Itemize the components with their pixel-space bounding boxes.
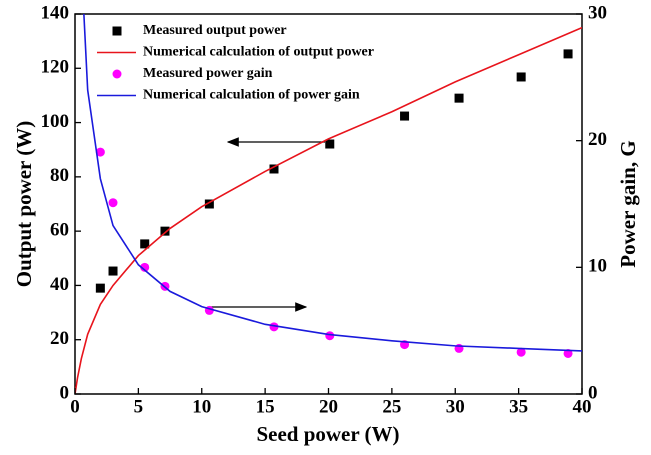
marker-circle: [140, 262, 150, 272]
marker-square: [516, 72, 526, 82]
x-tick-label: 25: [382, 396, 401, 417]
y-tick-label: 140: [41, 2, 70, 23]
marker-circle: [516, 347, 526, 357]
x-tick-label: 20: [319, 396, 338, 417]
x-tick-label: 30: [446, 396, 465, 417]
marker-square: [140, 239, 150, 249]
legend-label: Numerical calculation of output power: [143, 45, 374, 60]
x-tick-label: 40: [573, 396, 592, 417]
marker-circle: [325, 331, 335, 341]
legend-marker: [112, 26, 122, 36]
y-tick-label: 20: [50, 328, 69, 349]
x-tick-label: 35: [509, 396, 528, 417]
marker-circle: [95, 147, 105, 157]
y-tick-label: 60: [50, 220, 69, 241]
marker-square: [325, 139, 335, 149]
legend-label: Measured power gain: [143, 66, 273, 81]
marker-circle: [108, 198, 118, 208]
series-line: [83, 14, 582, 352]
x-tick-label: 10: [192, 396, 211, 417]
y2-tick-label: 30: [588, 2, 607, 23]
marker-square: [269, 164, 279, 174]
y-tick-label: 120: [41, 57, 70, 78]
x-axis-title: Seed power (W): [256, 422, 399, 446]
legend-marker: [112, 69, 122, 79]
y2-axis-title: Power gain, G: [616, 140, 640, 267]
marker-square: [95, 283, 105, 293]
x-tick-label: 0: [70, 396, 80, 417]
y-tick-label: 80: [50, 165, 69, 186]
y-tick-label: 0: [60, 382, 70, 403]
y-tick-label: 100: [41, 111, 70, 132]
x-tick-label: 15: [256, 396, 275, 417]
legend-label: Numerical calculation of power gain: [143, 88, 360, 103]
plot-area: [75, 14, 582, 394]
series-line: [75, 26, 582, 394]
y2-tick-label: 20: [588, 129, 607, 150]
marker-square: [204, 199, 214, 209]
y2-tick-label: 0: [588, 382, 598, 403]
marker-square: [454, 93, 464, 103]
x-tick-label: 5: [134, 396, 144, 417]
y2-tick-label: 10: [588, 256, 607, 277]
marker-square: [400, 111, 410, 121]
legend-label: Measured output power: [143, 23, 287, 38]
marker-square: [108, 266, 118, 276]
marker-square: [563, 49, 573, 59]
marker-square: [160, 226, 170, 236]
y-axis-title: Output power (W): [12, 121, 36, 287]
y-tick-label: 40: [50, 274, 69, 295]
